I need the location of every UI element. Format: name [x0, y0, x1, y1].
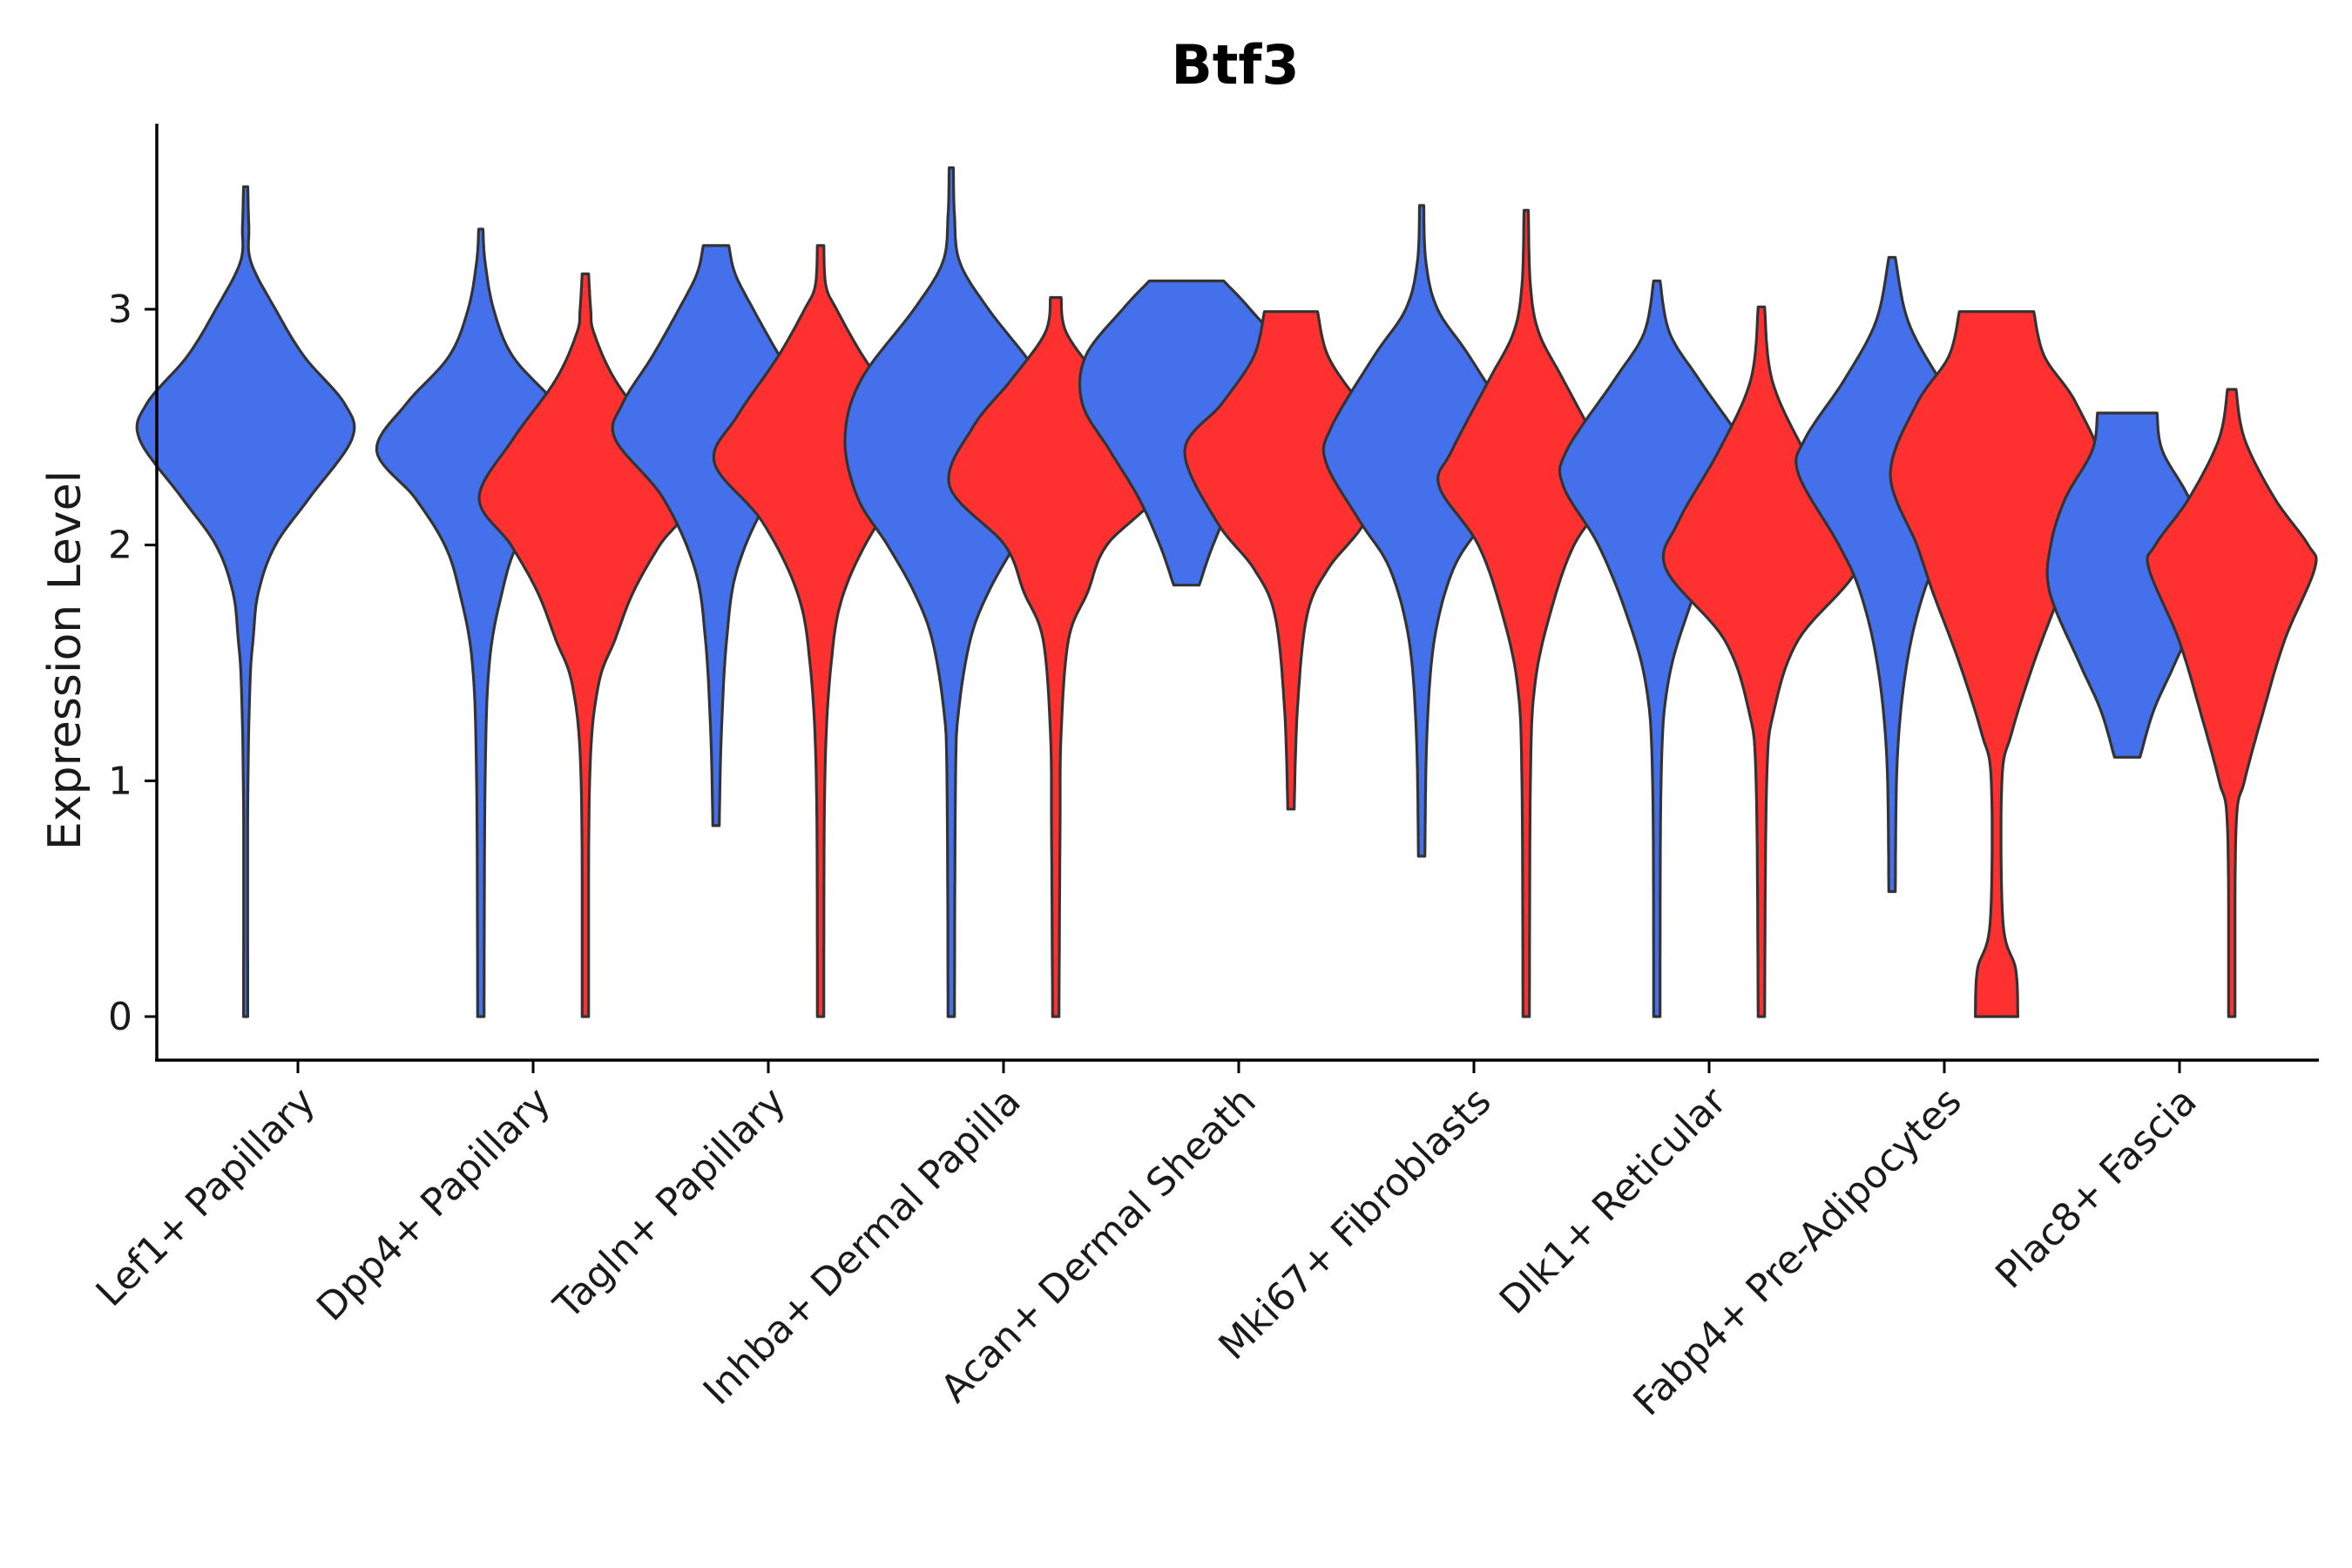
violin-red	[1889, 310, 2105, 1018]
violin-red	[1436, 208, 1616, 1018]
y-tick-label: 1	[108, 759, 132, 803]
y-axis: 0 1 2 3	[108, 124, 159, 1060]
x-tick-label: Mki67+ Fibroblasts	[1210, 1079, 1499, 1369]
x-tick-label: Plac8+ Fascia	[1987, 1079, 2206, 1298]
violin-blue	[843, 166, 1059, 1018]
y-tick-label: 2	[108, 524, 132, 568]
violin-red	[2146, 388, 2318, 1018]
x-tick-label: Tagln+ Papillary	[545, 1079, 794, 1328]
y-axis-label: Expression Level	[39, 470, 91, 850]
y-tick-label: 3	[108, 287, 132, 332]
violin-blue	[1558, 279, 1756, 1018]
chart-title: Btf3	[1171, 33, 1299, 97]
x-tick-label: Dlk1+ Reticular	[1491, 1078, 1736, 1323]
y-tick-label: 0	[108, 995, 132, 1039]
violins-layer	[135, 166, 2318, 1018]
violin-blue	[1321, 204, 1522, 858]
violin-blue	[135, 185, 356, 1018]
violin-red	[947, 295, 1165, 1018]
x-tick-label: Dpp4+ Papillary	[308, 1079, 559, 1330]
x-tick-label: Lef1+ Papillary	[88, 1079, 324, 1315]
